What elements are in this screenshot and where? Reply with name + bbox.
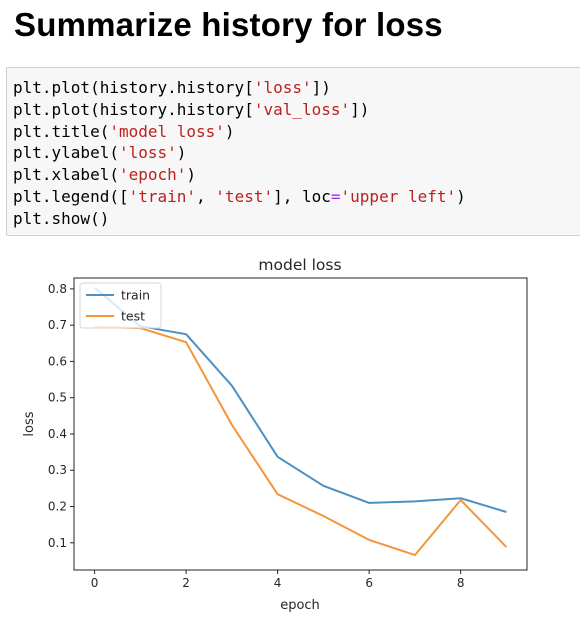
code-line: plt.xlabel('epoch') [13,164,580,186]
x-ticks: 0 2 4 6 8 [91,570,465,590]
code-line: plt.plot(history.history['val_loss']) [13,99,580,121]
code-token: plt.title( [13,121,110,141]
y-tick-label: 0.3 [48,463,67,477]
y-tick-label: 0.6 [48,354,67,368]
x-tick-label: 4 [274,576,282,590]
loss-chart: 0 2 4 6 8 0.1 0.2 0.3 0.4 0.5 0.6 0.7 0.8 model los… [22,256,528,613]
code-token: ], loc [273,186,331,206]
code-token: = [330,186,341,206]
y-tick-label: 0.4 [48,427,67,441]
x-tick-label: 0 [91,576,99,590]
y-tick-label: 0.8 [48,282,67,296]
y-tick-label: 0.7 [48,318,67,332]
code-line: plt.title('model loss') [13,121,580,143]
code-token: , [196,186,216,206]
code-token: ) [186,165,197,185]
code-line: plt.plot(history.history['loss']) [13,77,580,99]
code-token: ) [456,186,466,206]
code-token: 'loss' [118,143,177,163]
x-tick-label: 8 [457,576,465,590]
code-line: plt.show() [13,208,580,230]
code-token: 'epoch' [118,165,187,185]
legend-label-test: test [121,309,145,324]
code-token: ]) [350,99,370,119]
code-token: plt.show() [13,208,110,228]
code-token: plt.ylabel( [13,143,119,163]
code-token: ) [224,121,235,141]
code-token: ]) [311,78,331,97]
code-token: 'upper left' [340,186,457,206]
chart-title: model loss [258,256,341,274]
code-token: plt.plot(history.history[ [13,99,254,119]
y-ticks: 0.1 0.2 0.3 0.4 0.5 0.6 0.7 0.8 [48,282,74,550]
code-line: plt.ylabel('loss') [13,142,580,164]
x-tick-label: 6 [365,576,373,590]
y-axis-label: loss [22,411,37,436]
y-tick-label: 0.2 [48,500,67,514]
x-axis-label: epoch [280,598,320,613]
x-tick-label: 2 [182,576,190,590]
code-token: plt.plot(history.history[ [13,78,254,97]
code-line: plt.legend(['train', 'test'], loc='upper… [13,186,580,208]
series-line-test [94,326,508,557]
code-token: plt.legend([ [13,186,129,206]
axes-frame [73,277,528,571]
code-token: 'test' [215,186,274,206]
y-tick-label: 0.5 [48,391,67,405]
y-tick-label: 0.1 [48,536,67,550]
code-token: ) [176,143,187,163]
series-line-train [93,287,507,513]
section-heading: Summarize history for loss [14,6,443,43]
code-token: 'val_loss' [253,99,351,119]
plot-lines [93,287,508,557]
code-token: 'model loss' [109,121,225,141]
code-cell[interactable]: plt.plot(history.history['loss']) plt.plo… [6,67,580,236]
legend-label-train: train [121,288,150,303]
code-token: 'loss' [253,78,312,97]
code-token: 'train' [128,186,197,206]
legend: train test [79,282,162,329]
code-token: plt.xlabel( [13,165,119,185]
